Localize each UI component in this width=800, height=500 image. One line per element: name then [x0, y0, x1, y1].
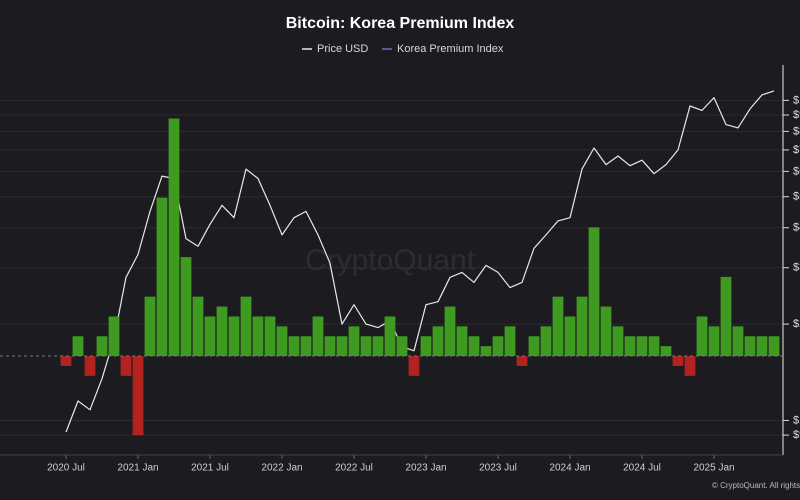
premium-bar — [612, 326, 624, 357]
y2-tick-label: $70K — [793, 144, 800, 156]
x-tick-label: 2024 Jan — [549, 463, 590, 474]
y2-tick-label: $60K — [793, 165, 800, 177]
y2-tick-label: $20K — [793, 318, 800, 330]
premium-bar — [576, 296, 588, 357]
x-tick-label: 2021 Jan — [117, 463, 158, 474]
premium-bar — [408, 356, 420, 376]
premium-bar — [264, 316, 276, 357]
x-tick-label: 2024 Jul — [623, 463, 661, 474]
premium-bar — [360, 336, 372, 357]
premium-bar — [564, 316, 576, 357]
premium-bar — [228, 316, 240, 357]
premium-bar — [696, 316, 708, 357]
premium-bar — [120, 356, 132, 376]
premium-bar — [660, 346, 672, 357]
premium-bar — [492, 336, 504, 357]
y2-tick-label: $90K — [793, 109, 800, 121]
x-tick-label: 2023 Jul — [479, 463, 517, 474]
premium-bar — [744, 336, 756, 357]
premium-bar — [468, 336, 480, 357]
premium-bar — [300, 336, 312, 357]
premium-bar — [516, 356, 528, 366]
premium-bar — [108, 316, 120, 357]
premium-bar — [156, 197, 168, 357]
premium-bar — [396, 336, 408, 357]
premium-bar — [312, 316, 324, 357]
premium-bar — [684, 356, 696, 376]
premium-bar — [336, 336, 348, 357]
x-tick-label: 2025 Jan — [693, 463, 734, 474]
premium-bar — [588, 227, 600, 357]
premium-bar — [60, 356, 72, 366]
premium-bar — [432, 326, 444, 357]
premium-bar — [648, 336, 660, 357]
premium-bar — [672, 356, 684, 366]
premium-bar — [96, 336, 108, 357]
premium-bar — [732, 326, 744, 357]
price-line — [65, 90, 775, 433]
premium-bar — [348, 326, 360, 357]
x-tick-label: 2020 Jul — [47, 463, 85, 474]
chart-title: Bitcoin: Korea Premium Index — [286, 15, 515, 32]
premium-bar — [420, 336, 432, 357]
premium-bar — [756, 336, 768, 357]
y2-tick-label: $80K — [793, 125, 800, 137]
premium-bar — [180, 257, 192, 357]
y2-tick-label: $30K — [793, 262, 800, 274]
premium-bar — [252, 316, 264, 357]
premium-bars — [60, 118, 780, 436]
premium-bar — [720, 276, 732, 357]
premium-bar — [456, 326, 468, 357]
y2-tick-label: $100K — [793, 94, 800, 106]
premium-bar — [288, 336, 300, 357]
premium-bar — [84, 356, 96, 376]
premium-bar — [240, 296, 252, 357]
premium-bar — [204, 316, 216, 357]
premium-bar — [192, 296, 204, 357]
premium-bar — [144, 296, 156, 357]
premium-bar — [132, 356, 144, 436]
watermark: CryptoQuant — [305, 244, 476, 277]
premium-bar — [540, 326, 552, 357]
y2-tick-label: $40K — [793, 222, 800, 234]
y2-tick-label: $10K — [793, 414, 800, 426]
premium-bar — [528, 336, 540, 357]
premium-bar — [768, 336, 780, 357]
credit: © CryptoQuant. All rights reserved. — [712, 481, 800, 490]
premium-bar — [72, 336, 84, 357]
premium-bar — [168, 118, 180, 357]
x-tick-label: 2021 Jul — [191, 463, 229, 474]
premium-bar — [384, 316, 396, 357]
x-tick-label: 2022 Jul — [335, 463, 373, 474]
x-tick-label: 2022 Jan — [261, 463, 302, 474]
premium-bar — [504, 326, 516, 357]
premium-bar — [324, 336, 336, 357]
premium-bar — [636, 336, 648, 357]
premium-bar — [216, 306, 228, 357]
legend-label: Price USD — [317, 43, 368, 55]
premium-bar — [624, 336, 636, 357]
y2-tick-label: $50K — [793, 191, 800, 203]
premium-bar — [372, 336, 384, 357]
premium-bar — [552, 296, 564, 357]
premium-bar — [480, 346, 492, 357]
premium-bar — [600, 306, 612, 357]
premium-bar — [708, 326, 720, 357]
premium-bar — [444, 306, 456, 357]
legend-label: Korea Premium Index — [397, 43, 504, 55]
y2-tick-label: $9K — [793, 429, 800, 441]
x-tick-label: 2023 Jan — [405, 463, 446, 474]
premium-bar — [276, 326, 288, 357]
